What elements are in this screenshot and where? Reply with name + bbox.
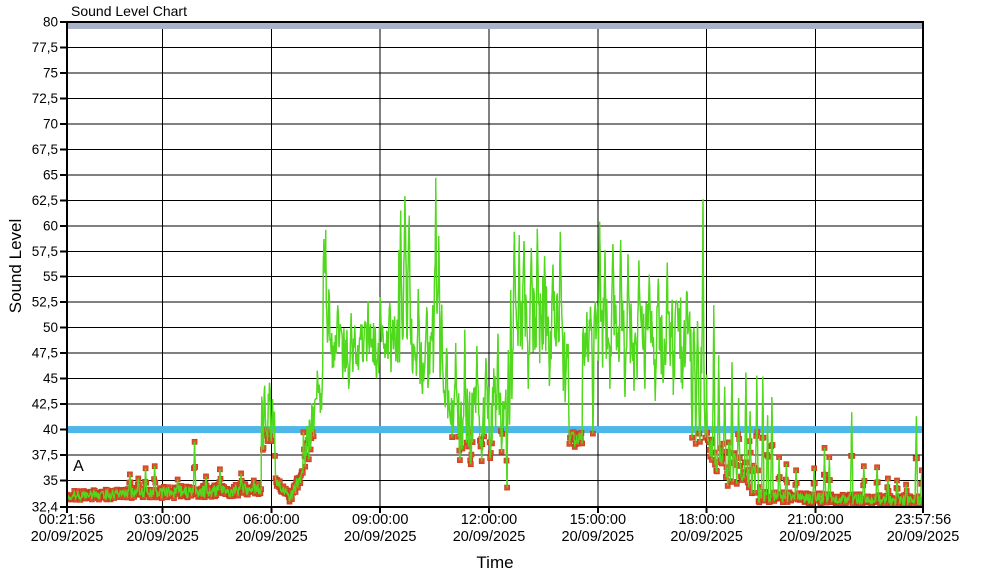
x-tick-date: 20/09/2025	[126, 529, 199, 545]
plot-background	[67, 22, 923, 507]
x-tick-date: 20/09/2025	[670, 529, 743, 545]
x-tick-date: 20/09/2025	[235, 529, 308, 545]
x-tick-time: 23:57:56	[895, 512, 951, 528]
sound-level-trace	[68, 177, 922, 506]
y-tick-label: 67,5	[32, 142, 58, 157]
y-tick-label: 60	[43, 218, 58, 233]
x-tick-date: 20/09/2025	[31, 529, 104, 545]
y-tick-label: 57,5	[32, 244, 58, 259]
x-tick-time: 15:00:00	[570, 512, 626, 528]
y-tick-label: 40	[43, 422, 58, 437]
y-tick-label: 62,5	[32, 193, 58, 208]
x-tick-time: 21:00:00	[787, 512, 843, 528]
limit-line-40	[68, 426, 922, 434]
y-tick-label: 37,5	[32, 448, 58, 463]
x-tick-time: 03:00:00	[134, 512, 190, 528]
x-axis-title: Time	[476, 553, 514, 572]
x-tick-date: 20/09/2025	[887, 529, 960, 545]
x-tick-time: 09:00:00	[352, 512, 408, 528]
y-tick-label: 75	[43, 65, 58, 80]
y-tick-label: 65	[43, 167, 58, 182]
x-tick-date: 20/09/2025	[453, 529, 526, 545]
y-tick-label: 47,5	[32, 346, 58, 361]
x-tick-date: 20/09/2025	[779, 529, 852, 545]
x-tick-time: 12:00:00	[461, 512, 517, 528]
y-tick-label: 52,5	[32, 295, 58, 310]
x-tick-time: 18:00:00	[678, 512, 734, 528]
x-tick-date: 20/09/2025	[562, 529, 635, 545]
y-tick-label: 45	[43, 371, 58, 386]
x-tick-time: 06:00:00	[243, 512, 299, 528]
y-tick-label: 55	[43, 269, 58, 284]
plot-border	[66, 21, 924, 508]
y-tick-label: 42,5	[32, 397, 58, 412]
y-tick-label: 50	[43, 320, 58, 335]
y-tick-label: 35	[43, 473, 58, 488]
y-tick-label: 70	[43, 116, 58, 131]
cursor-annotation-a: A	[73, 458, 84, 476]
y-tick-label: 77,5	[32, 40, 58, 55]
x-tick-date: 20/09/2025	[344, 529, 417, 545]
y-tick-label: 32,4	[32, 500, 59, 515]
y-tick-label: 80	[43, 15, 58, 30]
y-tick-label: 72,5	[32, 91, 58, 106]
x-tick-time: 00:21:56	[39, 512, 95, 528]
limit-line-80	[68, 23, 922, 29]
chart-title: Sound Level Chart	[71, 3, 187, 19]
